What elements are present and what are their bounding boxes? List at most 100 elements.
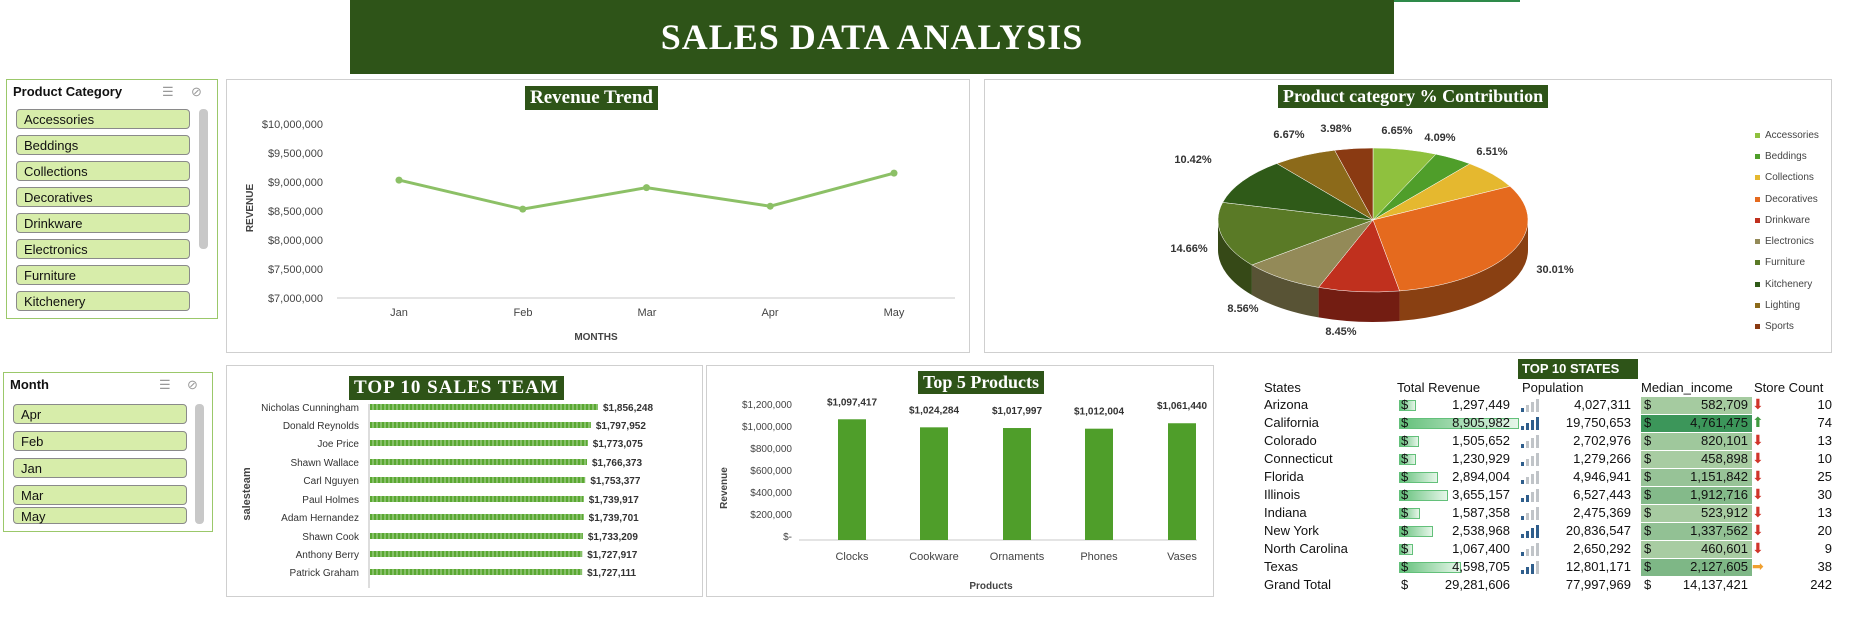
sales-bar — [370, 422, 591, 428]
x-tick-label: Phones — [1080, 551, 1118, 563]
population-signal-bar — [1521, 444, 1524, 448]
slicer-item-furniture[interactable]: Furniture — [16, 265, 190, 285]
revenue-trend-chart: Revenue Trend $10,000,000 $9,500,000 $9,… — [226, 79, 970, 353]
salesperson-label: Shawn Cook — [302, 532, 360, 543]
population-signal-bar — [1536, 507, 1539, 520]
income-value: 582,709 — [1701, 397, 1748, 412]
pie-label-beddings: 4.09% — [1424, 132, 1455, 144]
bar-value-label: $1,773,075 — [593, 439, 643, 450]
legend-label-drinkware: Drinkware — [1765, 215, 1810, 226]
slicer-item-kitchenery[interactable]: Kitchenery — [16, 291, 190, 311]
slicer-item-mar[interactable]: Mar — [13, 485, 187, 505]
slicer-scrollbar[interactable] — [195, 404, 204, 524]
population-value: 12,801,171 — [1565, 559, 1631, 574]
multi-select-icon[interactable]: ☰ — [162, 84, 174, 99]
y-tick-label: $8,500,000 — [268, 206, 323, 218]
income-currency: $ — [1644, 451, 1652, 466]
pie-side-electronics — [1251, 264, 1319, 318]
slicer-item-decoratives[interactable]: Decoratives — [16, 187, 190, 207]
income-value: 1,912,716 — [1690, 487, 1748, 502]
arrow-down-icon: ⬇ — [1752, 468, 1764, 484]
income-currency: $ — [1644, 505, 1652, 520]
y-tick-label: $9,000,000 — [268, 177, 323, 189]
state-name: California — [1264, 415, 1319, 430]
slicer-item-jan[interactable]: Jan — [13, 458, 187, 478]
income-currency: $ — [1644, 415, 1652, 430]
slicer-item-electronics[interactable]: Electronics — [16, 239, 190, 259]
income-value: 820,101 — [1701, 433, 1748, 448]
population-signal-bar — [1531, 546, 1534, 556]
header-states: States — [1264, 380, 1301, 395]
arrow-down-icon: ⬇ — [1752, 522, 1764, 538]
income-currency: $ — [1644, 523, 1652, 538]
x-tick-label: Vases — [1167, 551, 1197, 563]
revenue-currency: $ — [1401, 523, 1409, 538]
revenue-value: 1,230,929 — [1452, 451, 1510, 466]
population-signal-bar — [1526, 459, 1529, 466]
clear-filter-icon[interactable]: ⊘ — [191, 84, 202, 99]
salesperson-label: Donald Reynolds — [283, 421, 359, 432]
slicer-item-collections[interactable]: Collections — [16, 161, 190, 181]
state-name: Arizona — [1264, 397, 1309, 412]
population-signal-bar — [1521, 552, 1524, 556]
arrow-right-icon: ➡ — [1752, 558, 1764, 574]
category-contribution-chart: Product category % Contribution 6.65% 4.… — [984, 79, 1832, 353]
revenue-data-point — [519, 205, 527, 213]
revenue-databar — [1399, 472, 1438, 483]
clear-filter-icon[interactable]: ⊘ — [187, 377, 198, 392]
income-currency: $ — [1644, 577, 1652, 592]
pie-slice-electronics — [1251, 219, 1374, 288]
income-value: 460,601 — [1701, 541, 1748, 556]
income-value: 14,137,421 — [1682, 577, 1748, 592]
sales-bar — [370, 551, 583, 557]
header-median-income: Median_income — [1641, 380, 1733, 395]
revenue-value: 8,905,982 — [1452, 415, 1510, 430]
revenue-databar — [1399, 490, 1449, 501]
x-tick-label: Apr — [761, 307, 778, 319]
slicer-item-accessories[interactable]: Accessories — [16, 109, 190, 129]
x-tick-label: Ornaments — [990, 551, 1045, 563]
revenue-data-point — [643, 184, 650, 192]
slicer-item-may[interactable]: May — [13, 507, 187, 524]
bar-value-label: $1,012,004 — [1074, 407, 1124, 418]
sales-bar — [370, 533, 583, 539]
legend-swatch-sports — [1755, 324, 1760, 329]
income-currency: $ — [1644, 397, 1652, 412]
population-signal-bar — [1536, 543, 1539, 556]
arrow-down-icon: ⬇ — [1752, 504, 1764, 520]
population-signal-bar — [1526, 495, 1529, 502]
population-value: 20,836,547 — [1565, 523, 1631, 538]
population-signal-bar — [1536, 471, 1539, 484]
revenue-databar — [1399, 418, 1519, 429]
pie-label-accessories: 6.65% — [1381, 125, 1412, 137]
top-products-chart: Top 5 Products Revenue $1,200,000 $1,000… — [706, 365, 1214, 597]
legend-swatch-decoratives — [1755, 197, 1760, 202]
legend-label-sports: Sports — [1765, 321, 1794, 332]
revenue-databar — [1399, 544, 1414, 555]
pie-label-kitchenery: 10.42% — [1174, 154, 1212, 166]
bar-value-label: $1,733,209 — [588, 532, 638, 543]
bar-value-label: $1,097,417 — [827, 397, 877, 408]
salesperson-label: Carl Nguyen — [303, 476, 359, 487]
arrow-up-icon: ⬆ — [1752, 414, 1764, 430]
slicer-item-apr[interactable]: Apr — [13, 404, 187, 424]
slicer-item-beddings[interactable]: Beddings — [16, 135, 190, 155]
pie-label-electronics: 8.56% — [1227, 303, 1258, 315]
revenue-value: 1,505,652 — [1452, 433, 1510, 448]
income-color-scale — [1641, 487, 1752, 504]
population-signal-bar — [1526, 513, 1529, 520]
population-signal-bar — [1536, 561, 1539, 574]
y-tick-label: $1,200,000 — [742, 400, 792, 411]
revenue-currency: $ — [1401, 541, 1409, 556]
x-tick-label: Clocks — [835, 551, 869, 563]
bar-value-label: $1,753,377 — [590, 476, 640, 487]
pie-slice-furniture — [1217, 202, 1374, 266]
slicer-item-drinkware[interactable]: Drinkware — [16, 213, 190, 233]
multi-select-icon[interactable]: ☰ — [159, 377, 171, 392]
slicer-item-feb[interactable]: Feb — [13, 431, 187, 451]
pie-slice-kitchenery — [1222, 163, 1374, 221]
population-signal-bar — [1526, 567, 1529, 574]
slicer-scrollbar[interactable] — [199, 109, 208, 249]
revenue-value: 29,281,606 — [1444, 577, 1510, 592]
population-signal-bar — [1531, 492, 1534, 502]
